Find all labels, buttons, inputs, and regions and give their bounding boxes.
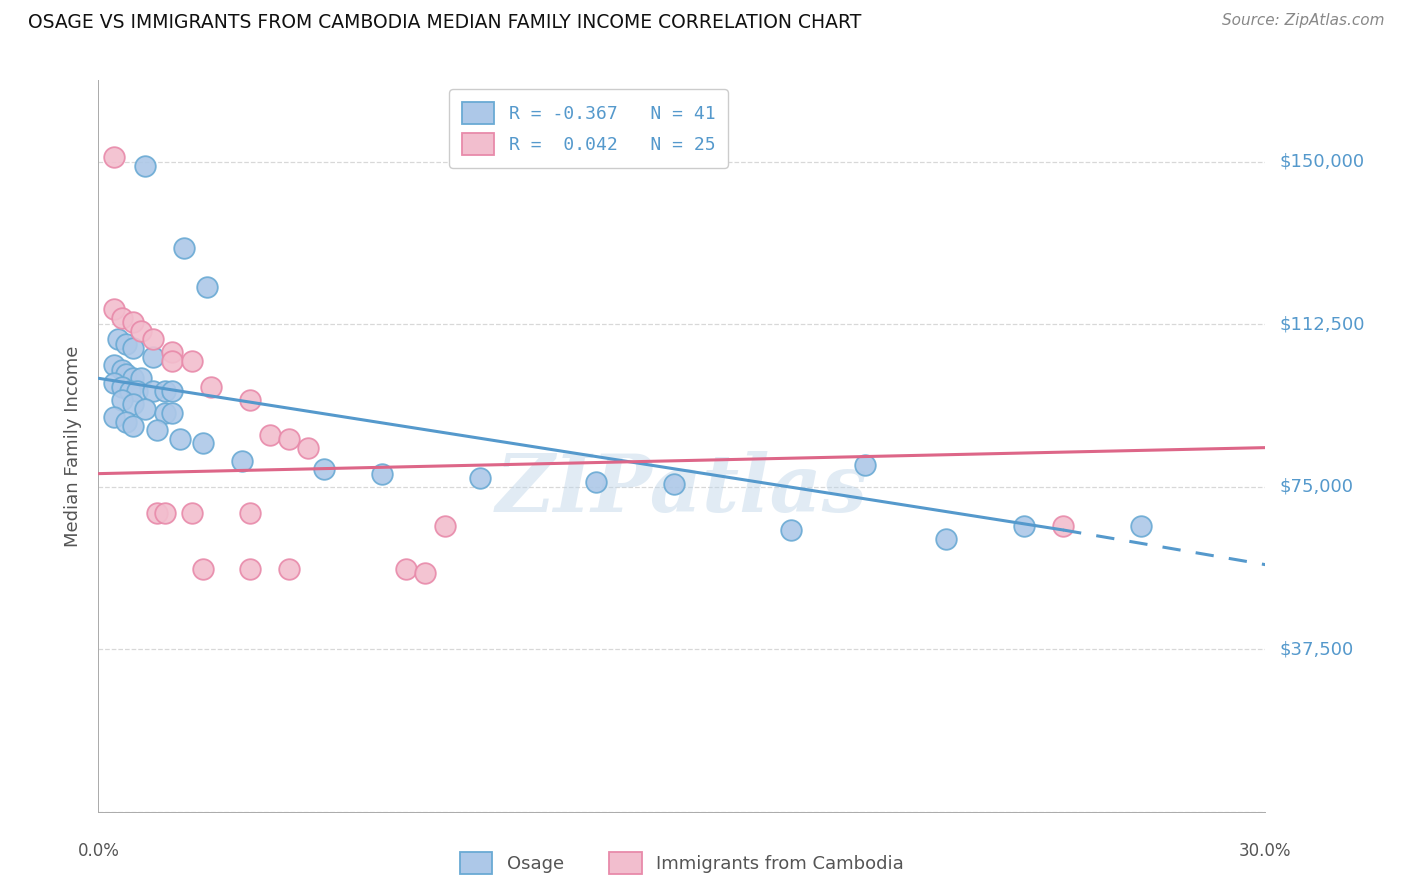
Point — [935, 532, 957, 546]
Point — [153, 406, 176, 420]
Text: $150,000: $150,000 — [1279, 153, 1364, 170]
Point — [122, 397, 145, 411]
Legend: Osage, Immigrants from Cambodia: Osage, Immigrants from Cambodia — [451, 843, 912, 883]
Point — [118, 384, 141, 399]
Point — [162, 354, 184, 368]
Point — [162, 384, 184, 399]
Point — [312, 462, 335, 476]
Point — [853, 458, 876, 472]
Point — [111, 362, 134, 376]
Point — [278, 432, 301, 446]
Point — [239, 392, 262, 407]
Point — [146, 423, 169, 437]
Point — [107, 332, 129, 346]
Point — [162, 345, 184, 359]
Text: Source: ZipAtlas.com: Source: ZipAtlas.com — [1222, 13, 1385, 29]
Point — [153, 506, 176, 520]
Point — [103, 301, 125, 316]
Point — [779, 523, 801, 537]
Point — [371, 467, 394, 481]
Text: 0.0%: 0.0% — [77, 842, 120, 860]
Point — [1129, 518, 1152, 533]
Point — [193, 562, 215, 576]
Point — [142, 384, 165, 399]
Point — [200, 380, 222, 394]
Point — [127, 384, 149, 399]
Point — [114, 367, 136, 381]
Point — [114, 336, 136, 351]
Text: OSAGE VS IMMIGRANTS FROM CAMBODIA MEDIAN FAMILY INCOME CORRELATION CHART: OSAGE VS IMMIGRANTS FROM CAMBODIA MEDIAN… — [28, 13, 862, 32]
Point — [162, 406, 184, 420]
Point — [134, 401, 156, 416]
Point — [662, 477, 685, 491]
Point — [122, 341, 145, 355]
Text: $37,500: $37,500 — [1279, 640, 1354, 658]
Point — [395, 562, 418, 576]
Point — [193, 436, 215, 450]
Point — [103, 376, 125, 390]
Point — [111, 380, 134, 394]
Point — [585, 475, 607, 490]
Point — [1052, 518, 1074, 533]
Point — [103, 358, 125, 372]
Point — [180, 506, 202, 520]
Point — [169, 432, 191, 446]
Point — [278, 562, 301, 576]
Point — [122, 315, 145, 329]
Point — [103, 150, 125, 164]
Point — [111, 392, 134, 407]
Point — [153, 384, 176, 399]
Point — [129, 371, 152, 385]
Y-axis label: Median Family Income: Median Family Income — [65, 345, 83, 547]
Point — [111, 310, 134, 325]
Point — [103, 410, 125, 425]
Point — [239, 506, 262, 520]
Point — [413, 566, 436, 581]
Point — [122, 371, 145, 385]
Point — [1012, 518, 1035, 533]
Point — [259, 427, 281, 442]
Point — [134, 159, 156, 173]
Point — [173, 241, 195, 255]
Point — [433, 518, 456, 533]
Point — [239, 562, 262, 576]
Point — [122, 419, 145, 434]
Text: $112,500: $112,500 — [1279, 315, 1365, 333]
Point — [468, 471, 491, 485]
Point — [129, 324, 152, 338]
Point — [142, 350, 165, 364]
Text: $75,000: $75,000 — [1279, 477, 1354, 496]
Point — [180, 354, 202, 368]
Point — [114, 415, 136, 429]
Text: ZIPatlas: ZIPatlas — [496, 451, 868, 529]
Point — [231, 453, 253, 467]
Point — [146, 506, 169, 520]
Point — [195, 280, 218, 294]
Point — [142, 332, 165, 346]
Point — [297, 441, 319, 455]
Text: 30.0%: 30.0% — [1239, 842, 1292, 860]
